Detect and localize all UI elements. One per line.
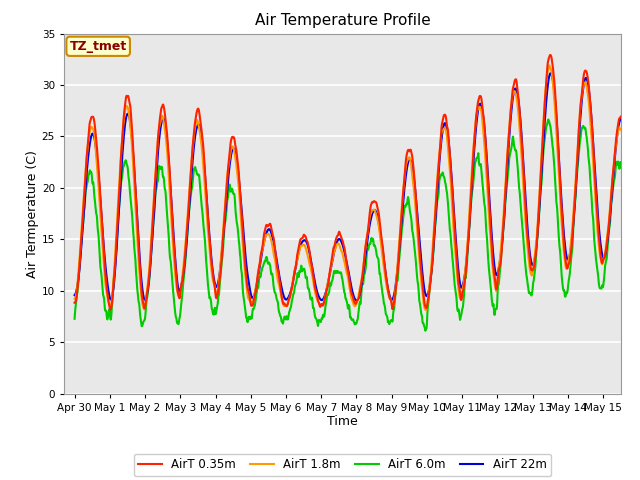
AirT 6.0m (381, 308, 389, 314)
AirT 0.35m (136, 257, 143, 263)
AirT 1.8m (422, 307, 429, 313)
AirT 22m (382, 272, 390, 277)
Line: AirT 22m: AirT 22m (75, 73, 621, 300)
AirT 22m (303, 239, 310, 244)
AirT 6.0m (545, 117, 552, 122)
AirT 1.8m (545, 62, 553, 68)
AirT 0.35m (617, 114, 625, 120)
AirT 0.35m (303, 238, 310, 243)
AirT 0.35m (382, 272, 390, 278)
AirT 6.0m (617, 160, 625, 166)
AirT 1.8m (314, 298, 321, 304)
X-axis label: Time: Time (327, 415, 358, 429)
AirT 22m (324, 283, 332, 288)
AirT 6.0m (303, 274, 310, 280)
AirT 1.8m (135, 265, 143, 271)
Text: TZ_tmet: TZ_tmet (70, 40, 127, 53)
AirT 1.8m (71, 296, 79, 302)
AirT 22m (314, 290, 321, 296)
AirT 0.35m (324, 283, 332, 288)
AirT 0.35m (314, 298, 322, 303)
Title: Air Temperature Profile: Air Temperature Profile (255, 13, 430, 28)
AirT 1.8m (113, 224, 121, 229)
AirT 6.0m (113, 239, 121, 245)
AirT 1.8m (381, 275, 389, 281)
Line: AirT 1.8m: AirT 1.8m (75, 65, 621, 310)
AirT 1.8m (324, 282, 332, 288)
AirT 0.35m (547, 52, 554, 58)
AirT 6.0m (135, 300, 143, 306)
AirT 22m (547, 71, 554, 76)
Legend: AirT 0.35m, AirT 1.8m, AirT 6.0m, AirT 22m: AirT 0.35m, AirT 1.8m, AirT 6.0m, AirT 2… (134, 454, 551, 476)
AirT 22m (113, 241, 121, 247)
AirT 22m (135, 246, 143, 252)
AirT 1.8m (303, 248, 310, 253)
AirT 6.0m (314, 321, 321, 326)
AirT 22m (617, 116, 625, 122)
AirT 1.8m (617, 127, 625, 132)
AirT 0.35m (113, 226, 121, 232)
AirT 6.0m (422, 328, 429, 334)
AirT 0.35m (71, 300, 79, 306)
Line: AirT 0.35m: AirT 0.35m (75, 55, 621, 310)
AirT 6.0m (324, 292, 332, 298)
AirT 22m (71, 292, 79, 298)
Y-axis label: Air Termperature (C): Air Termperature (C) (26, 150, 39, 277)
AirT 22m (353, 298, 360, 303)
Line: AirT 6.0m: AirT 6.0m (75, 120, 621, 331)
AirT 6.0m (71, 316, 79, 322)
AirT 0.35m (106, 307, 114, 312)
